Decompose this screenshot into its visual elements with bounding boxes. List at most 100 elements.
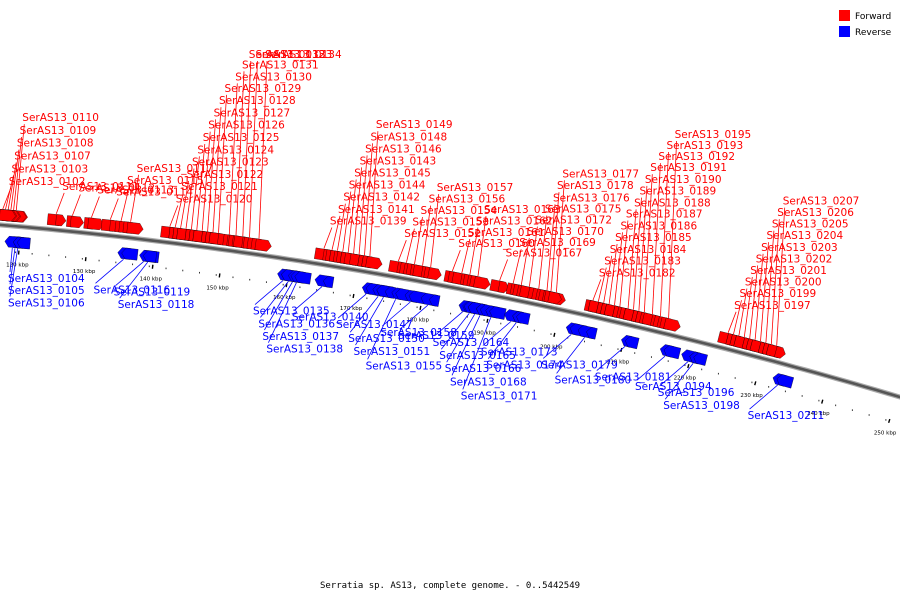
gene-label: SerAS13_0185: [615, 232, 692, 244]
gene-label: SerAS13_0198: [663, 400, 740, 412]
label-leader-line: [228, 83, 238, 235]
label-leader-line: [556, 337, 585, 374]
gene-label: SerAS13_0131: [242, 59, 319, 71]
axis-minor-tick: [600, 344, 602, 347]
label-leader-line: [603, 255, 613, 303]
reverse-gene-arrow: [294, 271, 312, 285]
axis-minor-tick: [717, 372, 719, 375]
label-leader-line: [10, 149, 20, 210]
gene-label: SerAS13_0126: [208, 120, 285, 132]
label-leader-line: [9, 247, 13, 273]
gene-label: SerAS13_0106: [8, 298, 85, 310]
gene-label: SerAS13_0164: [433, 337, 510, 349]
gene-label: SerAS13_0121: [181, 181, 258, 193]
gene-label: SerAS13_0113: [97, 185, 174, 197]
axis-minor-tick: [115, 261, 117, 264]
axis-minor-tick: [667, 360, 669, 362]
label-leader-line: [440, 312, 470, 350]
label-leader-line: [627, 209, 637, 309]
label-leader-line: [451, 315, 481, 376]
label-leader-line: [749, 265, 759, 339]
gene-label: SerAS13_0136: [258, 318, 335, 330]
label-leader-line: [55, 192, 65, 215]
gene-label: SerAS13_0142: [343, 192, 420, 204]
label-leader-line: [422, 205, 431, 266]
axis-tick-mark: [352, 293, 355, 299]
forward-gene-arrow: [774, 346, 786, 359]
label-leader-line: [218, 94, 227, 233]
gene-label: SerAS13_0179: [541, 359, 618, 371]
gene-label: SerAS13_0118: [118, 299, 195, 311]
label-leader-line: [337, 203, 346, 251]
label-leader-line: [550, 192, 560, 292]
label-leader-line: [9, 248, 19, 297]
axis-minor-tick: [483, 319, 485, 321]
label-leader-line: [520, 237, 530, 285]
label-leader-line: [668, 140, 677, 319]
axis-minor-tick: [768, 386, 770, 388]
axis-tick-mark: [687, 363, 690, 369]
label-leader-line: [538, 215, 548, 289]
label-leader-line: [355, 296, 384, 346]
label-leader-line: [5, 175, 14, 210]
gene-label: SerAS13_0201: [750, 265, 827, 277]
reverse-gene-arrow: [776, 374, 794, 389]
reverse-gene-arrow: [323, 275, 335, 289]
axis-minor-tick: [14, 251, 16, 254]
label-leader-line: [512, 249, 522, 284]
axis-minor-tick: [48, 254, 50, 257]
label-leader-line: [406, 228, 415, 263]
label-leader-line: [207, 119, 216, 232]
gene-label: SerAS13_0199: [740, 288, 817, 300]
label-leader-line: [660, 151, 669, 317]
label-leader-line: [462, 317, 492, 390]
axis-minor-tick: [517, 326, 519, 328]
label-leader-line: [592, 279, 602, 301]
axis-tick-mark: [218, 273, 221, 278]
gene-label: SerAS13_0170: [527, 226, 604, 238]
gene-label: SerAS13_0195: [675, 129, 752, 141]
gene-label: SerAS13_0183: [604, 256, 681, 268]
gene-label: SerAS13_0202: [756, 253, 833, 265]
gene-label: SerAS13_0207: [783, 196, 860, 208]
axis-tick-label: 150 kbp: [206, 285, 229, 291]
label-leader-line: [109, 198, 119, 220]
axis-minor-tick: [148, 265, 150, 268]
label-leader-line: [323, 227, 333, 249]
axis-minor-tick: [349, 294, 351, 297]
gene-label: SerAS13_0188: [634, 197, 711, 209]
label-leader-line: [659, 361, 689, 387]
axis-minor-tick: [215, 274, 217, 276]
axis-tick-label: 210 kbp: [607, 360, 630, 366]
label-leader-line: [487, 322, 517, 359]
axis-tick-label: 170 kbp: [340, 306, 363, 312]
label-leader-line: [258, 60, 268, 239]
label-leader-line: [608, 243, 618, 305]
axis-minor-tick: [182, 269, 184, 272]
label-leader-line: [353, 167, 362, 254]
forward-gene-arrow: [473, 275, 491, 290]
label-leader-line: [477, 216, 487, 277]
axis-minor-tick: [399, 303, 401, 305]
reverse-gene-arrow: [489, 306, 507, 320]
gene-label: SerAS13_0166: [445, 363, 522, 375]
axis-minor-tick: [617, 348, 619, 350]
forward-gene-arrow: [0, 209, 16, 222]
gene-label: SerAS13_0158: [380, 327, 457, 339]
gene-labels: SerAS13_0102SerAS13_0103SerAS13_0107SerA…: [8, 49, 859, 422]
axis-minor-tick: [751, 381, 753, 384]
label-leader-line: [72, 194, 81, 216]
label-leader-line: [597, 267, 607, 302]
genome-backbone: [0, 222, 900, 400]
gene-label: SerAS13_0103: [12, 163, 89, 175]
axis-minor-tick: [199, 271, 201, 274]
axis-minor-tick: [31, 252, 33, 255]
gene-label: SerAS13_0191: [650, 162, 727, 174]
label-leader-line: [542, 334, 572, 359]
label-leader-line: [7, 162, 17, 210]
label-leader-line: [268, 282, 297, 343]
label-leader-line: [342, 191, 352, 252]
label-leader-line: [242, 60, 252, 237]
reverse-gene-arrow: [693, 352, 708, 366]
